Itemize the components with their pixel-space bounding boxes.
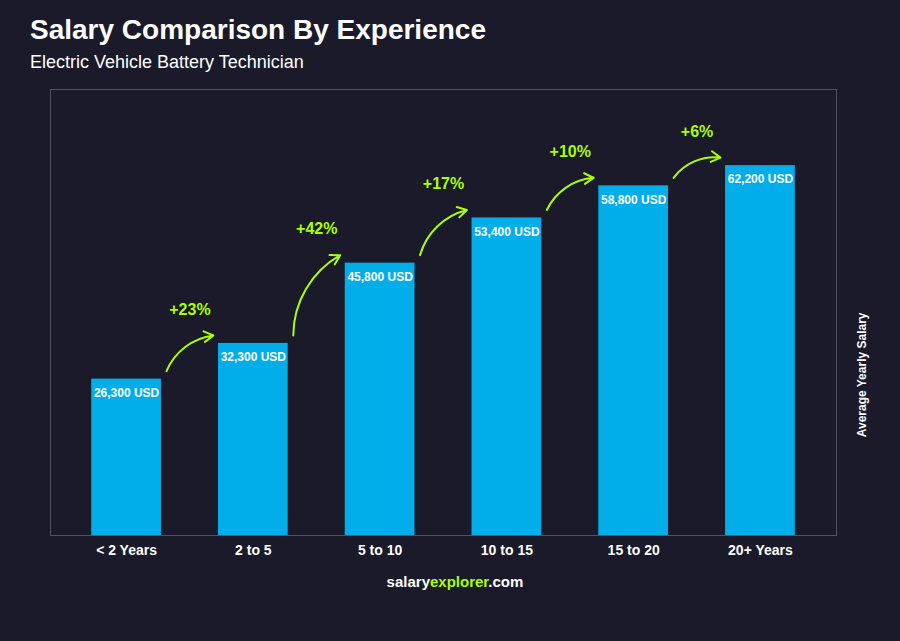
- svg-text:45,800 USD: 45,800 USD: [347, 270, 413, 284]
- svg-text:15 to 20: 15 to 20: [608, 542, 660, 558]
- svg-text:+10%: +10%: [550, 143, 591, 160]
- svg-text:2 to 5: 2 to 5: [235, 542, 272, 558]
- svg-text:+42%: +42%: [296, 220, 337, 237]
- svg-text:+6%: +6%: [681, 123, 713, 140]
- svg-text:58,800 USD: 58,800 USD: [601, 193, 667, 207]
- html-text:salary explorer.com: salary explorer.com: [386, 573, 524, 590]
- html-text:Salary Comparison By Experienc: Salary Comparison By Experience: [30, 14, 486, 45]
- svg-text:Average Yearly Salary: Average Yearly Salary: [855, 312, 869, 437]
- svg-text:+17%: +17%: [423, 175, 464, 192]
- html-text:Electric Vehicle Battery Techn: Electric Vehicle Battery Technician: [30, 52, 304, 72]
- svg-text:53,400 USD: 53,400 USD: [474, 225, 540, 239]
- svg-text:26,300 USD: 26,300 USD: [94, 386, 160, 400]
- svg-text:10 to 15: 10 to 15: [481, 542, 533, 558]
- svg-text:+23%: +23%: [169, 301, 210, 318]
- svg-text:32,300 USD: 32,300 USD: [221, 350, 287, 364]
- svg-text:62,200 USD: 62,200 USD: [728, 172, 794, 186]
- svg-text:5 to 10: 5 to 10: [358, 542, 403, 558]
- svg-text:< 2 Years: < 2 Years: [96, 542, 157, 558]
- svg-text:20+ Years: 20+ Years: [728, 542, 793, 558]
